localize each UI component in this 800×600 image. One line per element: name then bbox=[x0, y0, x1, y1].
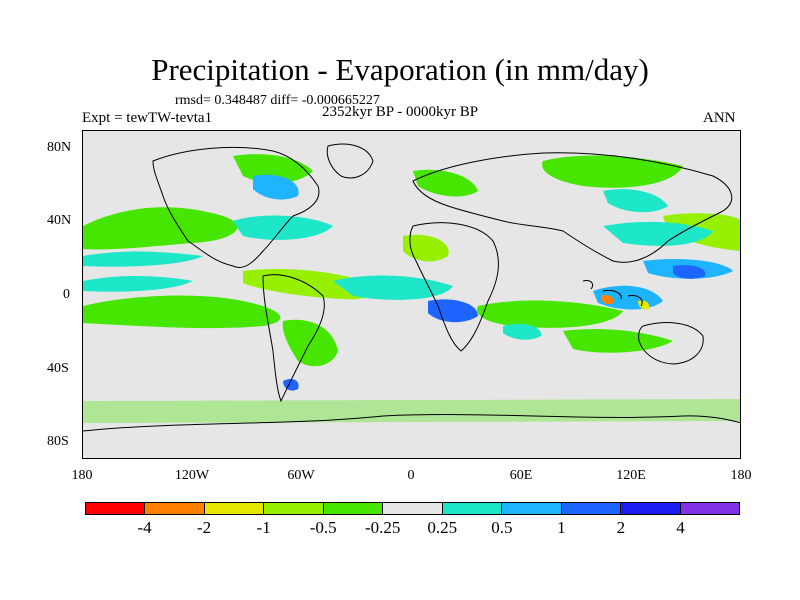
lat-label: 0 bbox=[63, 287, 70, 302]
anomaly-blob bbox=[253, 174, 299, 200]
coastline bbox=[262, 274, 325, 403]
lon-label: 60E bbox=[509, 468, 533, 483]
coastline bbox=[412, 152, 733, 263]
anomaly-blob bbox=[563, 329, 673, 353]
map-fields bbox=[83, 143, 740, 432]
anomaly-blob bbox=[83, 276, 193, 292]
colorbar-box bbox=[323, 503, 384, 514]
anomaly-blob bbox=[403, 234, 449, 262]
coastline bbox=[152, 146, 320, 268]
anomaly-blob bbox=[638, 300, 650, 310]
colorbar-box bbox=[383, 503, 443, 514]
colorbar-box bbox=[86, 503, 146, 514]
lat-label: 80N bbox=[47, 140, 72, 155]
lon-label: 120W bbox=[174, 468, 210, 483]
colorbar-box bbox=[680, 503, 739, 514]
colorbar-box bbox=[264, 503, 324, 514]
anomaly-blob bbox=[83, 207, 238, 250]
lon-label: 180 bbox=[730, 468, 752, 483]
anomaly-blob bbox=[413, 169, 478, 197]
lon-label: 180 bbox=[71, 468, 93, 483]
lat-label: 80S bbox=[47, 434, 69, 449]
anomaly-blob bbox=[428, 299, 478, 323]
colorbar-label: -0.5 bbox=[309, 518, 337, 537]
colorbar-label: 2 bbox=[616, 518, 626, 537]
anomaly-blob bbox=[83, 295, 281, 329]
anomaly-blob bbox=[542, 155, 683, 188]
coastline bbox=[582, 280, 643, 307]
map-panel bbox=[82, 130, 741, 459]
lon-label: 120E bbox=[616, 468, 646, 483]
colorbar-label: 0.5 bbox=[491, 518, 513, 537]
anomaly-blob bbox=[503, 324, 542, 340]
colorbar-label: -2 bbox=[196, 518, 212, 537]
colorbar-box bbox=[204, 503, 265, 514]
colorbar-box bbox=[561, 503, 622, 514]
coastline bbox=[83, 414, 740, 432]
colorbar-label: 0.25 bbox=[427, 518, 458, 537]
colorbar-box bbox=[502, 503, 562, 514]
coastlines bbox=[83, 143, 740, 432]
anomaly-blob bbox=[333, 275, 453, 300]
anomaly-blob bbox=[601, 294, 614, 305]
coastline bbox=[638, 322, 704, 365]
anomaly-blob bbox=[233, 154, 313, 183]
lat-label: 40S bbox=[47, 361, 69, 376]
anomaly-blob bbox=[83, 399, 740, 423]
colorbar-label: -1 bbox=[256, 518, 271, 537]
period-label: 2352kyr BP - 0000kyr BP bbox=[322, 104, 479, 120]
experiment-label: Expt = tewTW-tevta1 bbox=[82, 110, 213, 126]
anomaly-blob bbox=[477, 300, 623, 328]
map-title: Precipitation - Evaporation (in mm/day) bbox=[151, 52, 649, 87]
coastline bbox=[326, 143, 374, 179]
anomaly-blob bbox=[603, 189, 668, 213]
lat-label: 40N bbox=[47, 213, 72, 228]
anomaly-fields bbox=[83, 154, 740, 423]
colorbar-label: 4 bbox=[676, 518, 685, 537]
season-label: ANN bbox=[703, 110, 736, 126]
colorbar-label: -4 bbox=[137, 518, 152, 537]
anomaly-blob bbox=[673, 265, 706, 279]
colorbar-label: 1 bbox=[557, 518, 566, 537]
colorbar bbox=[85, 502, 740, 515]
anomaly-blob bbox=[83, 251, 203, 267]
colorbar-label: -0.25 bbox=[365, 518, 401, 537]
stats-text: rmsd= 0.348487 diff= -0.000665227 bbox=[175, 93, 380, 108]
colorbar-box bbox=[145, 503, 205, 514]
colorbar-box bbox=[442, 503, 503, 514]
colorbar-box bbox=[621, 503, 681, 514]
lon-label: 0 bbox=[407, 468, 415, 483]
anomaly-blob bbox=[603, 221, 713, 246]
coastline bbox=[409, 222, 499, 352]
lon-label: 60W bbox=[287, 468, 315, 483]
